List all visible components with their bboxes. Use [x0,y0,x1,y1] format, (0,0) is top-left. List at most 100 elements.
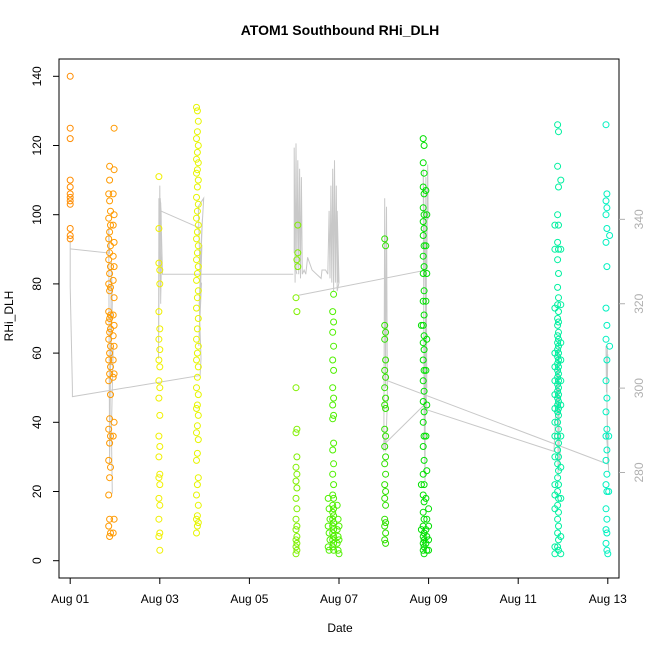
data-point [156,346,164,354]
data-point [554,283,562,291]
data-point [557,356,565,364]
data-point [106,533,114,540]
data-point [106,349,114,357]
data-point [419,204,427,212]
data-point [335,550,343,558]
data-point [551,453,559,461]
data-point [381,321,389,329]
data-point [419,398,427,405]
data-point [193,405,200,412]
data-point [193,401,201,409]
data-point [193,325,201,333]
data-point [106,197,114,205]
data-point [193,429,200,437]
data-point [155,453,163,461]
data-point [155,308,163,316]
data-point [107,363,114,371]
data-point [382,519,390,527]
x-tick-label: Aug 11 [500,592,537,606]
data-point [293,546,301,554]
data-point [381,401,389,409]
data-point [603,225,611,232]
data-point [555,405,562,412]
data-point [155,225,163,232]
data-point [155,356,163,364]
data-point [551,505,559,513]
data-point [419,546,427,554]
data-point [557,401,565,409]
data-point [335,522,343,530]
data-point [603,446,611,454]
data-point [194,117,202,125]
data-point [555,453,562,461]
data-point [194,242,202,250]
trace-line-0 [69,196,205,398]
data-point [156,529,164,537]
data-point [107,432,114,440]
data-point [293,256,301,264]
data-point [329,501,337,509]
data-point [193,155,200,163]
data-point [325,529,333,537]
data-point [423,270,431,277]
data-point [107,221,114,229]
data-point [554,446,562,454]
data-point [194,519,202,527]
data-point [602,335,610,343]
data-point [417,321,425,329]
trace-line-12 [605,345,610,473]
data-point [554,432,562,440]
data-point [107,263,114,271]
data-point [557,550,565,558]
chart-title: ATOM1 Southbound RHi_DLH [241,22,440,38]
data-point [555,481,562,489]
data-point [193,169,200,177]
data-point [602,211,610,219]
data-point [420,387,428,395]
data-point [551,245,559,253]
data-point [107,325,114,333]
data-point [419,443,427,450]
data-point [109,529,117,537]
data-point [423,401,431,409]
plot-frame [58,58,620,579]
data-point [381,481,389,489]
data-point [66,235,74,243]
data-point [326,536,334,544]
data-point [107,463,114,471]
right-y-tick-label: 320 [632,293,646,313]
data-point [557,301,565,309]
data-point [294,249,302,257]
data-point [554,238,562,246]
data-point [554,162,562,170]
data-point [382,470,390,478]
data-point [554,211,562,219]
data-point [555,328,562,336]
data-point [156,443,164,450]
data-point [602,377,610,385]
data-point [105,235,113,243]
data-point [330,394,338,402]
data-point [193,491,200,499]
data-point [110,418,118,426]
data-point [193,235,200,243]
data-point [555,411,562,419]
x-axis-label: Date [327,621,353,635]
data-point [110,238,118,246]
y-tick-label: 20 [30,485,44,499]
data-point [602,197,610,205]
data-point [381,443,389,450]
data-point [602,539,610,547]
data-point [334,533,342,540]
data-point [555,398,562,405]
data-point [555,221,562,229]
data-point [603,470,611,478]
data-point [603,204,611,212]
data-point [194,411,202,419]
data-point [193,456,200,464]
data-point [105,308,113,316]
data-point [422,297,430,305]
data-point [193,214,200,222]
x-tick-label: Aug 01 [51,592,89,606]
